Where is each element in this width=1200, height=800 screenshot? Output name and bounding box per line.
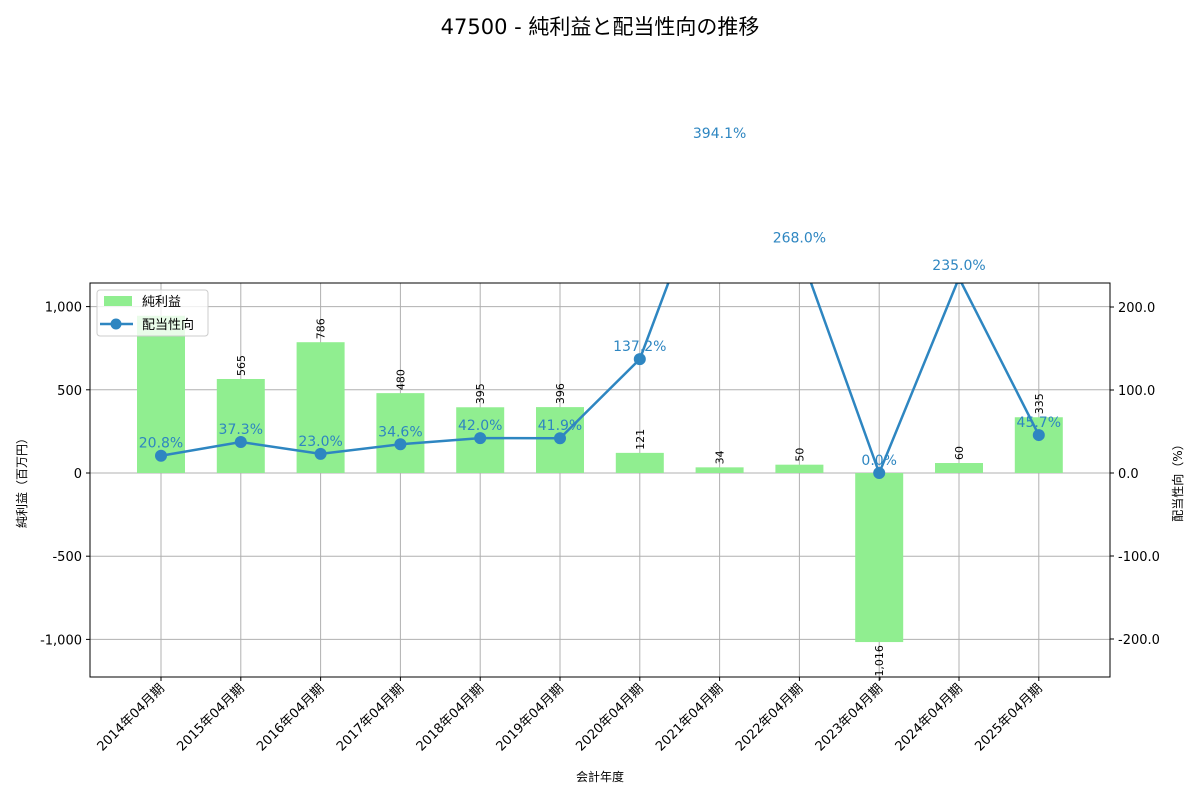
x-tick-label: 2017年04月期 bbox=[334, 681, 407, 754]
x-tick-label: 2022年04月期 bbox=[733, 681, 806, 754]
line-marker bbox=[1032, 429, 1045, 442]
x-tick-label: 2025年04月期 bbox=[972, 681, 1045, 754]
bar bbox=[615, 452, 664, 473]
x-tick-label: 2021年04月期 bbox=[653, 681, 726, 754]
bar bbox=[695, 467, 744, 473]
line-value-label: 42.0% bbox=[458, 418, 502, 434]
y-axis-left: 1,000 500 0 -500 -1,000 bbox=[40, 301, 90, 648]
bar-value-label: 335 bbox=[1033, 393, 1046, 414]
line-value-label: 37.3% bbox=[219, 422, 263, 438]
legend-label-net-income: 純利益 bbox=[142, 295, 181, 310]
line-marker bbox=[155, 449, 167, 462]
plot-frame bbox=[89, 282, 1111, 678]
x-tick-label: 2024年04月期 bbox=[893, 681, 966, 754]
y-axis-right: 200.0 100.0 0.0 -100.0 -200.0 bbox=[1110, 301, 1160, 648]
bar-value-label: 480 bbox=[394, 369, 407, 390]
x-axis: 2014年04月期 2015年04月期 2016年04月期 2017年04月期 2018… bbox=[95, 677, 1046, 755]
y-right-tick-label: 0.0 bbox=[1118, 467, 1139, 482]
line-marker bbox=[554, 432, 566, 445]
line-value-label: 137.2% bbox=[613, 339, 666, 355]
y-tick-label: -1,000 bbox=[40, 633, 82, 648]
line-value-label: 41.9% bbox=[538, 418, 582, 434]
y-tick-label: -500 bbox=[52, 550, 82, 565]
legend-bar-swatch bbox=[104, 296, 132, 306]
bar bbox=[935, 463, 983, 473]
bar-value-label: 34 bbox=[714, 450, 727, 464]
line-marker bbox=[234, 436, 247, 449]
y-right-tick-label: -100.0 bbox=[1118, 550, 1160, 565]
bar bbox=[1014, 417, 1063, 473]
x-tick-label: 2016年04月期 bbox=[254, 681, 327, 754]
line-marker bbox=[474, 432, 487, 445]
bar bbox=[855, 473, 904, 643]
line-marker bbox=[314, 447, 327, 460]
x-tick-label: 2019年04月期 bbox=[494, 681, 567, 754]
bar-value-label: 60 bbox=[953, 446, 966, 460]
x-tick-label: 2014年04月期 bbox=[95, 681, 168, 754]
line-value-label: 268.0% bbox=[773, 231, 826, 247]
bar bbox=[775, 464, 824, 473]
grid bbox=[90, 283, 1110, 677]
y-tick-label: 0 bbox=[74, 467, 82, 482]
line-series: 20.8% 37.3% 23.0% 34.6% 42.0% 41.9% 137.2% 394.… bbox=[139, 126, 1061, 479]
bar-series: 565 786 480 395 396 121 34 50 -1,016 60 335 bbox=[137, 315, 1063, 681]
line-value-label: 23.0% bbox=[298, 434, 342, 450]
y-axis-right-label: 配当性向（%） bbox=[1170, 438, 1185, 521]
legend-label-payout-ratio: 配当性向 bbox=[142, 317, 194, 333]
y-axis-left-label: 純利益（百万円） bbox=[15, 432, 29, 528]
line-value-label: 20.8% bbox=[139, 436, 183, 452]
x-tick-label: 2018年04月期 bbox=[414, 681, 487, 754]
legend: 純利益 配当性向 bbox=[96, 289, 209, 337]
x-tick-label: 2020年04月期 bbox=[573, 681, 646, 754]
line-value-label: 394.1% bbox=[693, 126, 746, 142]
bar-value-label: 396 bbox=[554, 383, 567, 404]
y-tick-label: 1,000 bbox=[45, 301, 82, 316]
x-tick-label: 2023年04月期 bbox=[813, 681, 886, 754]
y-right-tick-label: -200.0 bbox=[1118, 633, 1160, 648]
payout-line bbox=[160, 283, 1040, 477]
bar-value-label: 121 bbox=[634, 429, 647, 450]
bar bbox=[376, 393, 425, 473]
line-value-label: 235.0% bbox=[932, 258, 985, 274]
line-value-label: 34.6% bbox=[378, 424, 422, 440]
bar bbox=[137, 315, 185, 473]
y-right-tick-label: 200.0 bbox=[1118, 301, 1155, 316]
line-value-label: 0.0% bbox=[861, 453, 897, 469]
bar-value-label: 50 bbox=[793, 448, 806, 462]
bar-value-label: 395 bbox=[474, 383, 487, 404]
bar-value-label: 786 bbox=[315, 318, 328, 339]
y-right-tick-label: 100.0 bbox=[1118, 384, 1155, 399]
bar-value-label: 565 bbox=[235, 355, 248, 376]
legend-marker-icon bbox=[110, 318, 122, 330]
line-marker bbox=[394, 438, 407, 451]
bar bbox=[216, 378, 265, 473]
chart-title: 47500 - 純利益と配当性向の推移 bbox=[441, 15, 760, 39]
y-tick-label: 500 bbox=[57, 384, 82, 399]
bar-value-label: -1,016 bbox=[873, 645, 886, 680]
x-tick-label: 2015年04月期 bbox=[174, 681, 247, 754]
x-axis-label: 会計年度 bbox=[576, 769, 624, 784]
line-value-label: 45.7% bbox=[1017, 415, 1061, 431]
line-marker bbox=[633, 353, 646, 366]
line-marker bbox=[873, 467, 886, 479]
